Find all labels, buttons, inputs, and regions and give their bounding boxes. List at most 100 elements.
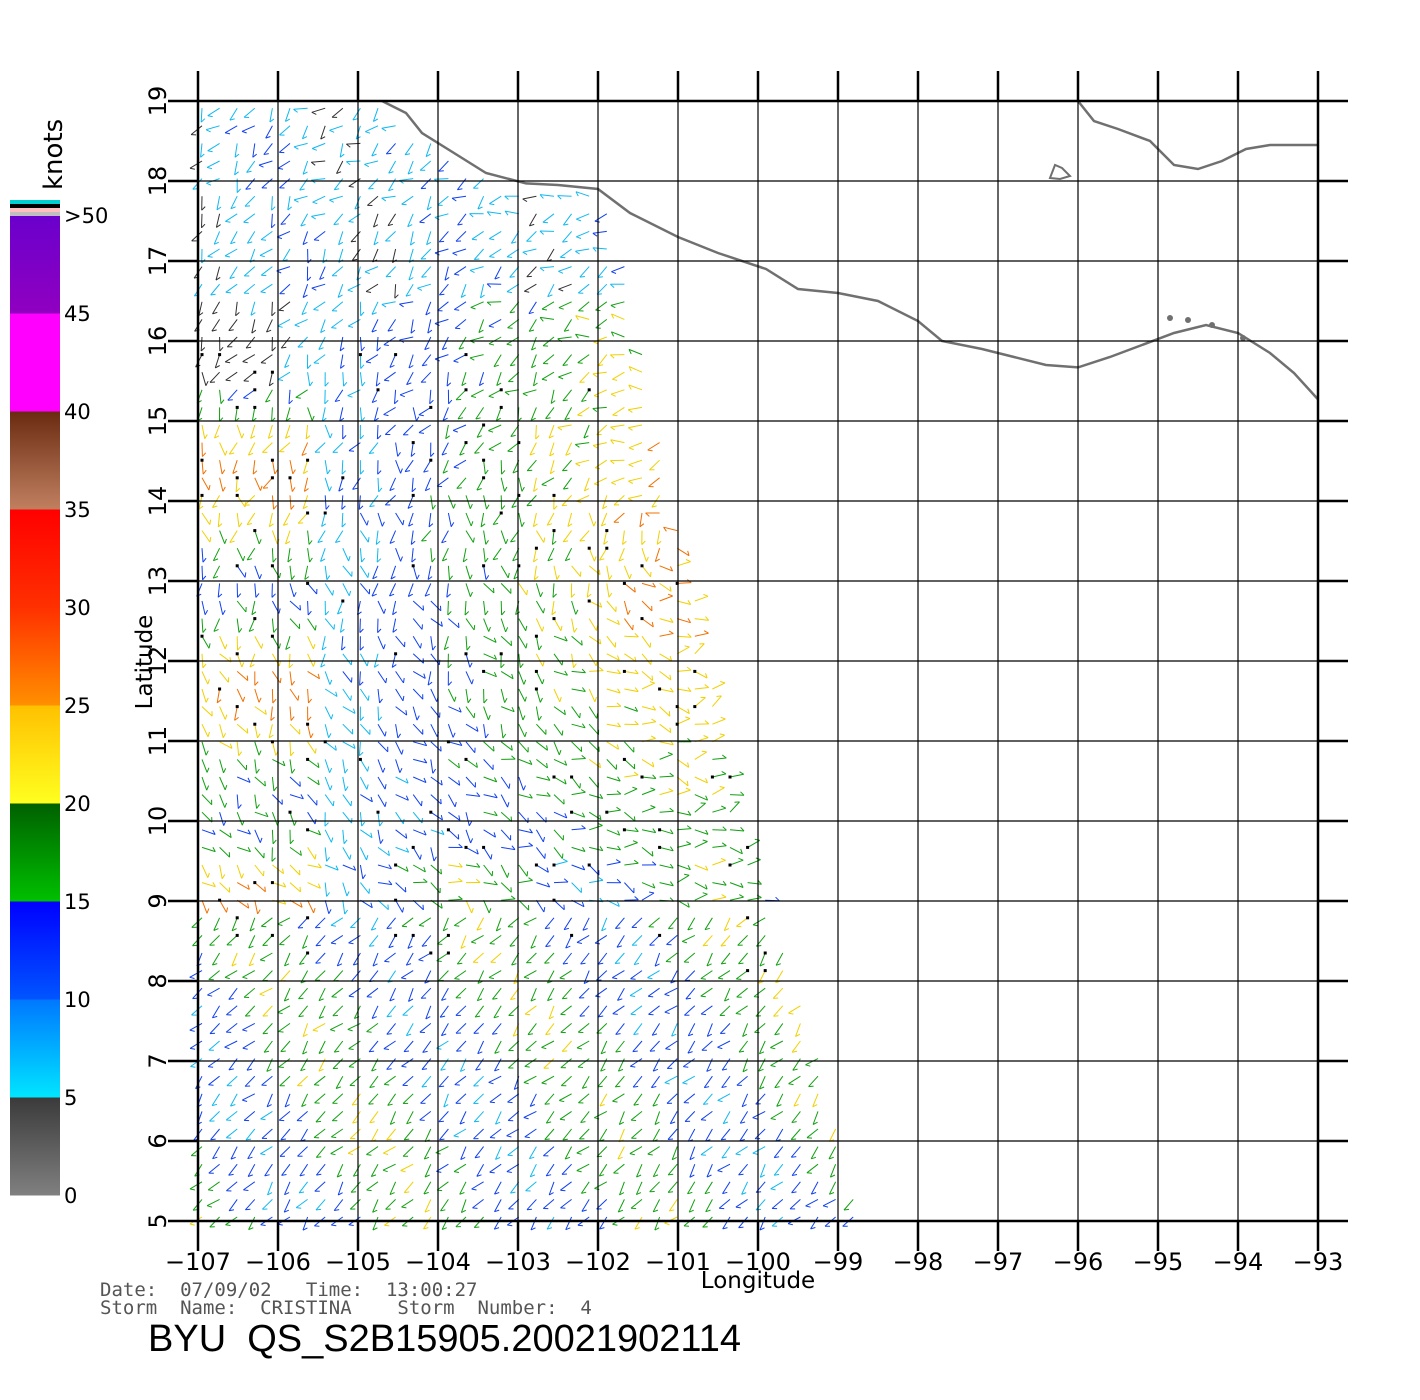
wind-vector	[509, 354, 520, 367]
colorbar-segment	[10, 509, 60, 608]
wind-vector-barb	[376, 558, 382, 563]
wind-vector	[628, 406, 643, 411]
wind-vector	[262, 935, 273, 946]
wind-vector	[659, 688, 674, 693]
wind-vector-barb	[492, 997, 498, 1000]
wind-vector	[579, 530, 590, 542]
wind-vector-barb	[703, 630, 709, 634]
wind-vector-barb	[721, 894, 727, 898]
wind-vector	[567, 512, 573, 527]
wind-vector-barb	[477, 998, 483, 1002]
wind-vector	[412, 723, 424, 735]
wind-vector	[483, 847, 492, 860]
x-tick-label: −96	[1053, 1248, 1104, 1276]
wind-vector	[246, 1058, 256, 1071]
wind-vector	[217, 583, 221, 598]
wind-vector	[404, 143, 414, 156]
wind-vector-barb	[735, 1206, 741, 1209]
wind-vector-barb	[493, 364, 499, 368]
wind-vector-barb	[443, 1104, 449, 1108]
wind-vector	[211, 952, 221, 966]
wind-vector-barb	[389, 364, 395, 368]
wind-vector-barb	[486, 211, 491, 217]
wind-vector-barb	[264, 1050, 270, 1053]
wind-vector	[632, 1040, 643, 1052]
wind-vector	[545, 1111, 555, 1124]
wind-vector-barb	[200, 118, 206, 123]
wind-vector	[535, 899, 545, 913]
wind-vector-barb	[369, 1050, 375, 1053]
wind-vector-barb	[493, 671, 497, 677]
wind-vector	[483, 741, 495, 752]
rain-flag	[622, 669, 626, 673]
wind-vector	[694, 829, 709, 835]
rain-flag	[552, 493, 556, 497]
wind-vector-barb	[759, 1227, 765, 1231]
wind-vector-barb	[792, 1050, 798, 1053]
rain-flag	[200, 634, 204, 638]
wind-vector	[342, 741, 356, 749]
wind-vector	[617, 1199, 625, 1213]
wind-vector-barb	[300, 224, 306, 227]
wind-vector	[560, 1075, 572, 1086]
wind-vector	[667, 1181, 678, 1193]
wind-vector	[243, 266, 256, 277]
wind-vector	[420, 371, 432, 383]
wind-vector-barb	[298, 1015, 304, 1018]
wind-vector-barb	[487, 714, 491, 720]
wind-vector	[576, 1163, 590, 1172]
wind-vector	[413, 758, 427, 764]
wind-vector-barb	[361, 381, 366, 387]
wind-vector-barb	[616, 945, 622, 948]
wind-vector-barb	[770, 1065, 776, 1068]
wind-vector	[540, 194, 555, 197]
pacific-coastline	[381, 99, 1319, 401]
wind-vector	[412, 635, 421, 649]
wind-vector	[659, 723, 672, 733]
wind-vector-barb	[629, 573, 632, 579]
wind-vector-barb	[504, 210, 509, 216]
wind-vector-barb	[272, 839, 277, 845]
wind-vector	[439, 283, 449, 296]
wind-vector-barb	[425, 1016, 431, 1020]
wind-vector	[390, 565, 397, 580]
wind-vector-barb	[458, 763, 460, 769]
wind-vector-barb	[202, 663, 207, 669]
wind-vector-barb	[667, 593, 673, 597]
wind-vector	[677, 811, 692, 816]
wind-vector	[447, 794, 456, 808]
wind-vector	[553, 881, 569, 884]
wind-vector-barb	[314, 625, 317, 631]
wind-vector	[755, 1199, 766, 1211]
wind-vector-barb	[440, 621, 443, 627]
wind-vector	[540, 316, 555, 320]
wind-vector-barb	[344, 786, 349, 792]
wind-vector	[545, 407, 555, 419]
wind-vector	[571, 864, 585, 871]
wind-vector	[454, 301, 467, 310]
wind-vector	[754, 1128, 766, 1140]
wind-vector-barb	[489, 943, 495, 945]
wind-vector-barb	[310, 161, 316, 166]
rain-flag	[658, 933, 662, 937]
wind-vector	[320, 319, 326, 333]
wind-vector	[488, 442, 502, 450]
wind-vector	[805, 1198, 819, 1207]
rain-flag	[429, 951, 433, 955]
wind-vector	[518, 864, 528, 877]
wind-vector	[338, 248, 344, 263]
wind-vector	[441, 547, 449, 562]
wind-vector-barb	[375, 540, 381, 545]
wind-vector	[571, 882, 582, 893]
wind-vector	[676, 547, 690, 557]
wind-vector	[641, 682, 655, 690]
wind-vector	[373, 231, 379, 245]
x-tick-label: −95	[1133, 1248, 1184, 1276]
wind-vector	[676, 718, 691, 725]
wind-vector	[377, 671, 387, 684]
wind-vector-barb	[634, 632, 639, 638]
wind-vector	[652, 1093, 661, 1107]
wind-vector	[628, 442, 643, 449]
wind-vector-barb	[669, 655, 673, 662]
wind-vector	[430, 495, 434, 510]
